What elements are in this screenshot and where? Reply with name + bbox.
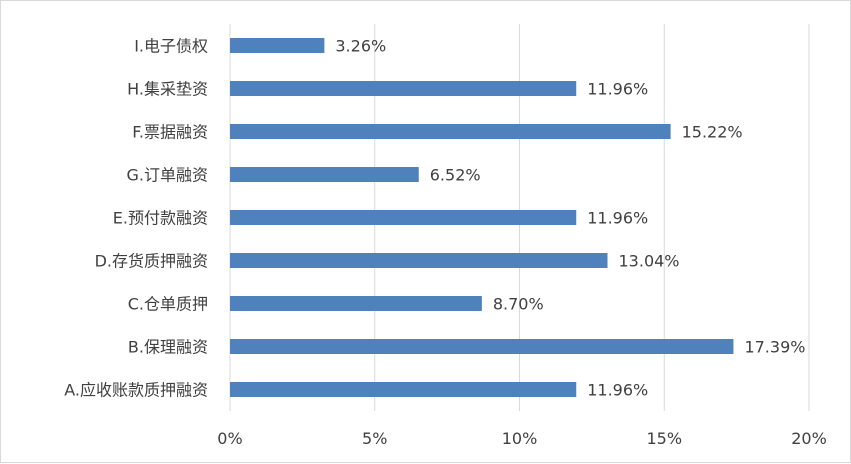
data-label: 15.22%	[682, 123, 743, 142]
category-label: G.订单融资	[127, 166, 209, 185]
bar	[230, 124, 671, 139]
data-label: 13.04%	[619, 252, 680, 271]
data-label: 11.96%	[587, 80, 648, 99]
bar	[230, 382, 577, 397]
bar	[230, 38, 325, 53]
bars	[230, 38, 734, 397]
bar	[230, 339, 734, 354]
bar	[230, 253, 608, 268]
bar	[230, 296, 482, 311]
x-tick-label: 0%	[217, 429, 242, 448]
category-label: I.电子债权	[134, 37, 208, 56]
data-label: 11.96%	[587, 381, 648, 400]
bar	[230, 167, 419, 182]
category-label: F.票据融资	[132, 123, 208, 142]
category-label: E.预付款融资	[113, 209, 208, 228]
category-label: D.存货质押融资	[95, 252, 208, 271]
bar	[230, 210, 577, 225]
category-label: A.应收账款质押融资	[64, 381, 208, 400]
x-axis-tick-labels: 0% 5% 10% 15% 20%	[217, 429, 826, 448]
x-tick-label: 20%	[791, 429, 827, 448]
category-label: B.保理融资	[128, 338, 208, 357]
data-label: 17.39%	[744, 338, 805, 357]
data-label: 3.26%	[335, 37, 386, 56]
category-label: H.集采垫资	[127, 80, 208, 99]
category-label: C.仓单质押	[128, 295, 208, 314]
x-tick-label: 10%	[502, 429, 538, 448]
data-label: 6.52%	[430, 166, 481, 185]
x-tick-label: 15%	[646, 429, 682, 448]
data-label: 8.70%	[493, 295, 544, 314]
data-labels: 3.26% 11.96% 15.22% 6.52% 11.96% 13.04% 8.70% 1…	[335, 37, 805, 400]
data-label: 11.96%	[587, 209, 648, 228]
bar	[230, 81, 577, 96]
category-labels: I.电子债权 H.集采垫资 F.票据融资 G.订单融资 E.预付款融资 D.存货质押融资 C…	[64, 37, 208, 400]
x-tick-label: 5%	[362, 429, 387, 448]
